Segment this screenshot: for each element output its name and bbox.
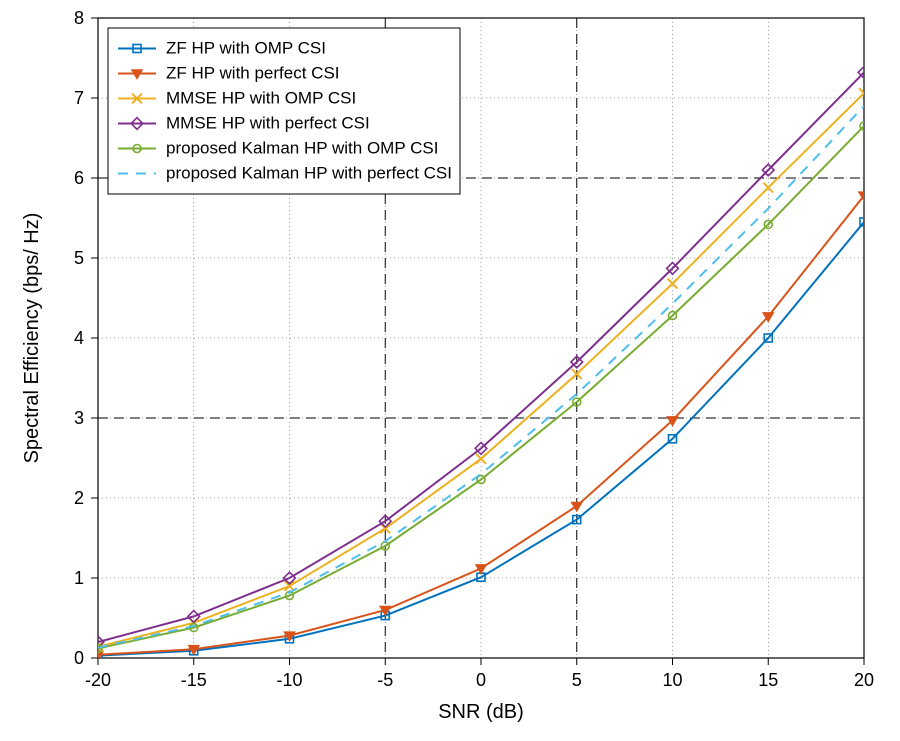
x-tick-label: -15 bbox=[181, 670, 207, 690]
legend: ZF HP with OMP CSI ZF HP with perfect CSI… bbox=[108, 28, 460, 194]
y-axis-label: Spectral Efficiency (bps/ Hz) bbox=[21, 213, 43, 464]
x-tick-label: 5 bbox=[572, 670, 582, 690]
y-tick-label: 2 bbox=[74, 488, 84, 508]
chart-svg: -20 -15 -10 -5 0 5 10 15 20 0 1 2 3 4 5 6 7 8 SNR (dB) Spec… bbox=[0, 0, 900, 741]
y-tick-label: 6 bbox=[74, 168, 84, 188]
x-tick-label: -10 bbox=[276, 670, 302, 690]
y-tick-label: 8 bbox=[74, 8, 84, 28]
legend-label: ZF HP with OMP CSI bbox=[166, 39, 326, 58]
x-tick-label: 0 bbox=[476, 670, 486, 690]
y-tick-label: 4 bbox=[74, 328, 84, 348]
x-axis-label: SNR (dB) bbox=[438, 701, 524, 723]
x-tick-label: 15 bbox=[758, 670, 778, 690]
y-tick-label: 1 bbox=[74, 568, 84, 588]
legend-label: MMSE HP with OMP CSI bbox=[166, 89, 356, 108]
y-tick-label: 7 bbox=[74, 88, 84, 108]
legend-label: proposed Kalman HP with perfect CSI bbox=[166, 164, 452, 183]
legend-label: MMSE HP with perfect CSI bbox=[166, 114, 370, 133]
y-tick-label: 0 bbox=[74, 648, 84, 668]
legend-label: ZF HP with perfect CSI bbox=[166, 64, 340, 83]
legend-label: proposed Kalman HP with OMP CSI bbox=[166, 139, 438, 158]
spectral-efficiency-chart: -20 -15 -10 -5 0 5 10 15 20 0 1 2 3 4 5 6 7 8 SNR (dB) Spec… bbox=[0, 0, 900, 741]
x-tick-label: 20 bbox=[854, 670, 874, 690]
y-tick-label: 3 bbox=[74, 408, 84, 428]
x-tick-label: -20 bbox=[85, 670, 111, 690]
y-tick-label: 5 bbox=[74, 248, 84, 268]
x-tick-label: -5 bbox=[377, 670, 393, 690]
x-tick-label: 10 bbox=[662, 670, 682, 690]
